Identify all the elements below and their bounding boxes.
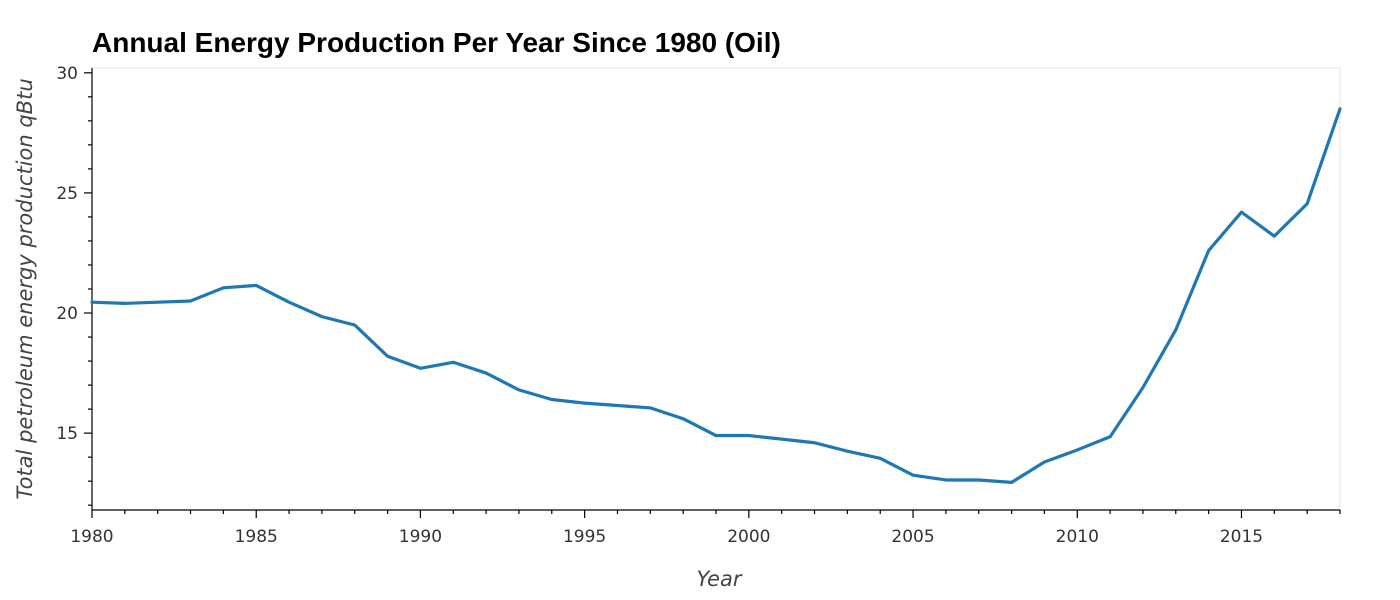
data-point: [419, 366, 422, 370]
y-tick-label: 30: [56, 64, 78, 84]
series-layer: [90, 107, 1342, 484]
data-point: [878, 456, 882, 460]
data-point: [911, 473, 915, 477]
data-point: [287, 300, 291, 304]
data-point: [1272, 234, 1276, 238]
data-point: [944, 478, 948, 482]
data-point: [616, 404, 619, 407]
data-point: [1043, 460, 1046, 464]
chart-title: Annual Energy Production Per Year Since …: [92, 27, 781, 58]
data-point: [1207, 249, 1211, 252]
y-tick-label: 25: [56, 184, 78, 204]
x-tick-label: 2005: [891, 527, 934, 547]
data-point: [1240, 210, 1243, 214]
series-line: [90, 107, 1342, 484]
data-point: [1141, 386, 1145, 389]
data-point: [780, 437, 784, 441]
data-point: [254, 284, 258, 287]
data-point: [714, 434, 718, 437]
data-point: [583, 401, 587, 405]
data-point: [1338, 107, 1342, 111]
data-point: [550, 398, 554, 401]
x-tick-label: 1980: [70, 527, 113, 547]
data-point: [1108, 435, 1112, 439]
x-axis: 1980 1985 1990 1995 2000 2005 2010 2015: [70, 509, 1341, 547]
data-point: [156, 300, 160, 304]
data-point: [648, 406, 652, 410]
data-point: [353, 323, 357, 327]
data-point: [1305, 202, 1309, 206]
x-tick-label: 2015: [1220, 527, 1263, 547]
data-point: [681, 417, 685, 421]
x-tick-label: 2000: [727, 527, 770, 547]
x-tick-label: 2010: [1056, 527, 1099, 547]
y-axis: 15 20 25 30: [56, 64, 93, 510]
data-point: [320, 315, 324, 319]
data-point: [484, 371, 488, 375]
data-point: [977, 478, 981, 482]
y-axis-label: Total petroleum energy production qBtu: [13, 78, 37, 499]
data-point: [189, 299, 192, 303]
data-point: [1010, 480, 1013, 484]
data-point: [90, 300, 94, 304]
x-tick-label: 1985: [235, 527, 278, 547]
y-tick-label: 20: [56, 304, 78, 324]
plot-frame: [91, 67, 1341, 511]
x-tick-label: 1995: [563, 527, 606, 547]
data-point: [451, 360, 455, 364]
data-point: [747, 434, 751, 437]
x-axis-label: Year: [697, 567, 743, 591]
data-point: [1075, 448, 1079, 452]
data-point: [221, 286, 225, 290]
y-tick-label: 15: [56, 424, 78, 444]
data-point: [845, 449, 849, 453]
data-point: [1174, 328, 1178, 332]
data-point: [123, 302, 127, 305]
data-point: [517, 388, 521, 392]
data-point: [386, 354, 389, 358]
x-tick-label: 1990: [399, 527, 442, 547]
data-point: [813, 441, 816, 445]
